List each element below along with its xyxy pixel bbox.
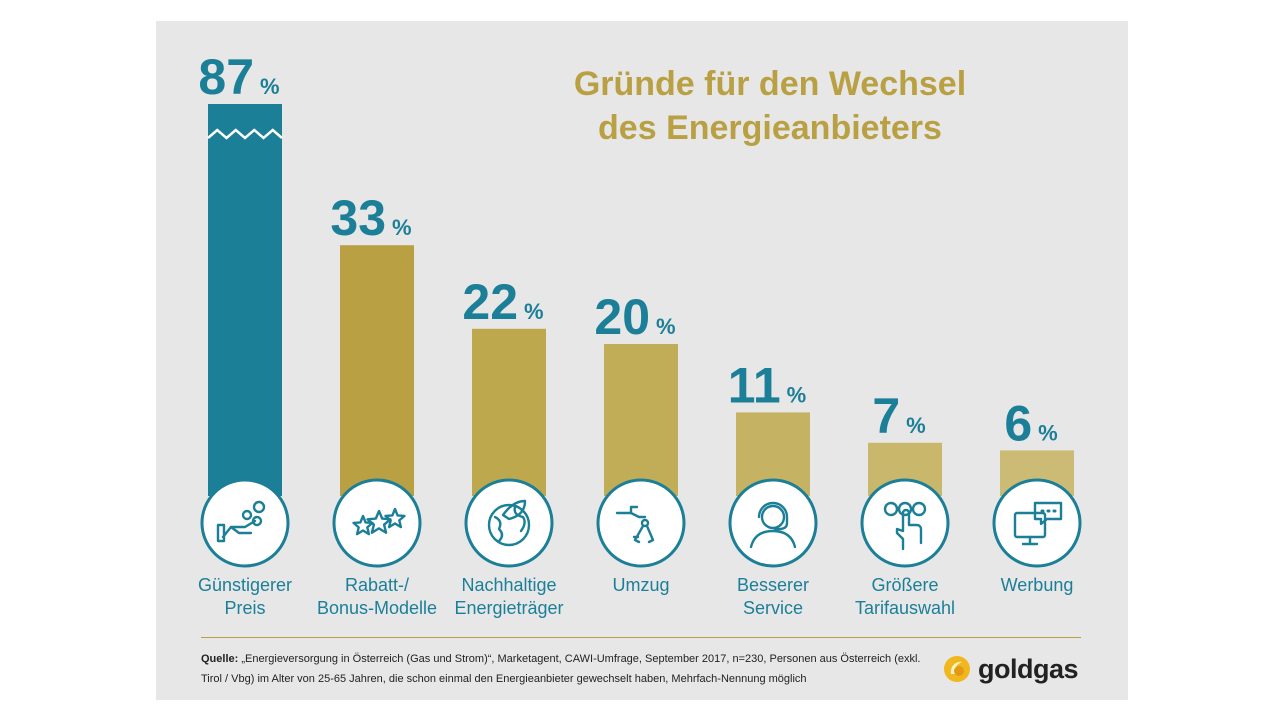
monitor-chat-icon <box>992 478 1082 568</box>
category-label-3-line-0: Umzug <box>612 575 670 595</box>
bar-1 <box>340 245 414 496</box>
goldgas-logo: goldgas <box>942 653 1079 685</box>
bar-2 <box>472 328 546 496</box>
value-unit-4: % <box>787 382 807 407</box>
value-label-4: 11% <box>728 357 806 413</box>
category-label-0: Günstigerer Preis <box>170 574 320 620</box>
logo-text: goldgas <box>978 654 1079 684</box>
category-label-2-line-0: Nachhaltige <box>461 575 557 595</box>
chart-title-line-2: des Energieanbieters <box>598 109 942 147</box>
category-label-4: Besserer Service <box>698 574 848 620</box>
headset-agent-icon <box>728 478 818 568</box>
category-label-1: Rabatt-/ Bonus-Modelle <box>302 574 452 620</box>
category-label-1-line-1: Bonus-Modelle <box>316 598 438 618</box>
category-label-5-line-0: Größere <box>871 575 939 595</box>
globe-leaf-icon <box>464 478 554 568</box>
chart-title-line-1: Gründe für den Wechsel <box>573 65 967 103</box>
category-label-6-line-0: Werbung <box>1000 575 1074 595</box>
category-label-1-line-0: Rabatt-/ <box>344 575 410 595</box>
hand-keys-icon <box>596 478 686 568</box>
value-unit-3: % <box>656 314 676 339</box>
stars-icon <box>332 478 422 568</box>
category-label-5: Größere Tarifauswahl <box>830 574 980 620</box>
category-label-2: Nachhaltige Energieträger <box>434 574 584 620</box>
category-label-6: Werbung <box>962 574 1112 597</box>
value-number-2: 22 <box>462 274 518 330</box>
value-label-6: 6% <box>1004 395 1057 451</box>
source-label: Quelle: <box>201 653 239 665</box>
value-unit-0: % <box>260 74 280 99</box>
source-note: Quelle: „Energieversorgung in Österreich… <box>201 649 921 689</box>
value-label-5: 7% <box>872 388 925 444</box>
finger-press-buttons-icon <box>860 478 950 568</box>
value-number-3: 20 <box>594 289 650 345</box>
value-label-1: 33% <box>330 190 411 246</box>
value-number-4: 11 <box>728 357 781 413</box>
source-text: „Energieversorgung in Österreich (Gas un… <box>201 653 921 685</box>
flame-logo-icon <box>944 656 970 682</box>
divider-line <box>201 637 1081 638</box>
value-label-0: 87% <box>198 49 279 105</box>
category-label-0-line-1: Preis <box>224 598 266 618</box>
value-number-0: 87 <box>198 49 254 105</box>
category-label-4-line-0: Besserer <box>736 575 810 595</box>
value-label-2: 22% <box>462 274 543 330</box>
category-label-2-line-1: Energieträger <box>454 598 564 618</box>
value-unit-5: % <box>906 413 926 438</box>
value-unit-1: % <box>392 215 412 240</box>
bar-3 <box>604 344 678 496</box>
value-label-3: 20% <box>594 289 675 345</box>
category-label-3: Umzug <box>566 574 716 597</box>
category-label-0-line-0: Günstigerer <box>197 575 293 595</box>
value-number-6: 6 <box>1004 395 1032 451</box>
value-unit-6: % <box>1038 420 1058 445</box>
chart-title: Gründe für den Wechsel des Energieanbiet… <box>540 62 1000 150</box>
value-number-5: 7 <box>872 388 900 444</box>
bar-0 <box>208 104 282 496</box>
axis-break-mark <box>207 128 283 140</box>
category-label-4-line-1: Service <box>742 598 804 618</box>
hand-coins-icon <box>200 478 290 568</box>
category-label-5-line-1: Tarifauswahl <box>854 598 956 618</box>
value-number-1: 33 <box>330 190 386 246</box>
value-unit-2: % <box>524 299 544 324</box>
